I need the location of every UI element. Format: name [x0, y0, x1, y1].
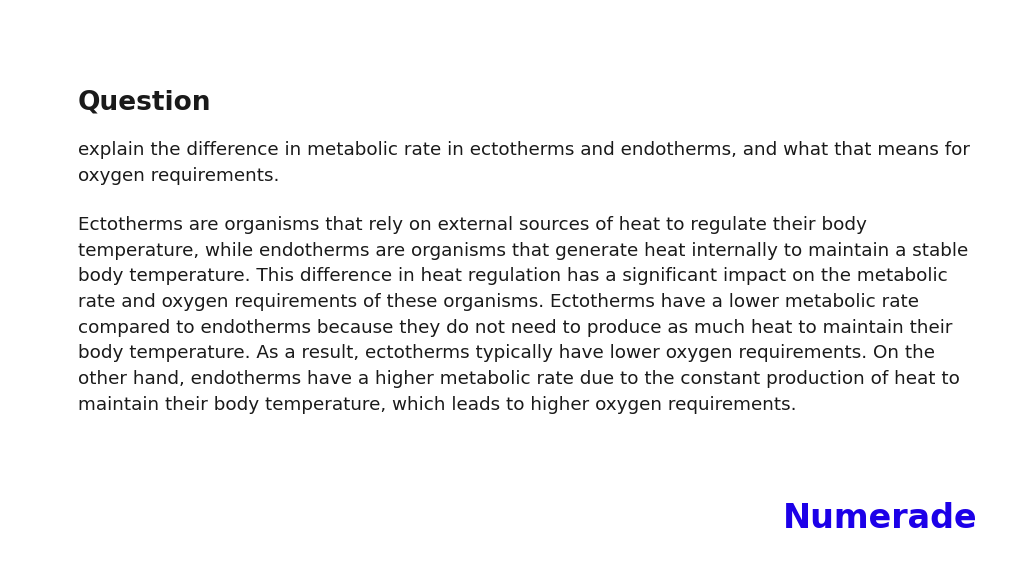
Text: Numerade: Numerade — [783, 502, 978, 535]
Text: Ectotherms are organisms that rely on external sources of heat to regulate their: Ectotherms are organisms that rely on ex… — [78, 216, 968, 414]
Text: explain the difference in metabolic rate in ectotherms and endotherms, and what : explain the difference in metabolic rate… — [78, 141, 970, 185]
Text: Question: Question — [78, 89, 211, 115]
